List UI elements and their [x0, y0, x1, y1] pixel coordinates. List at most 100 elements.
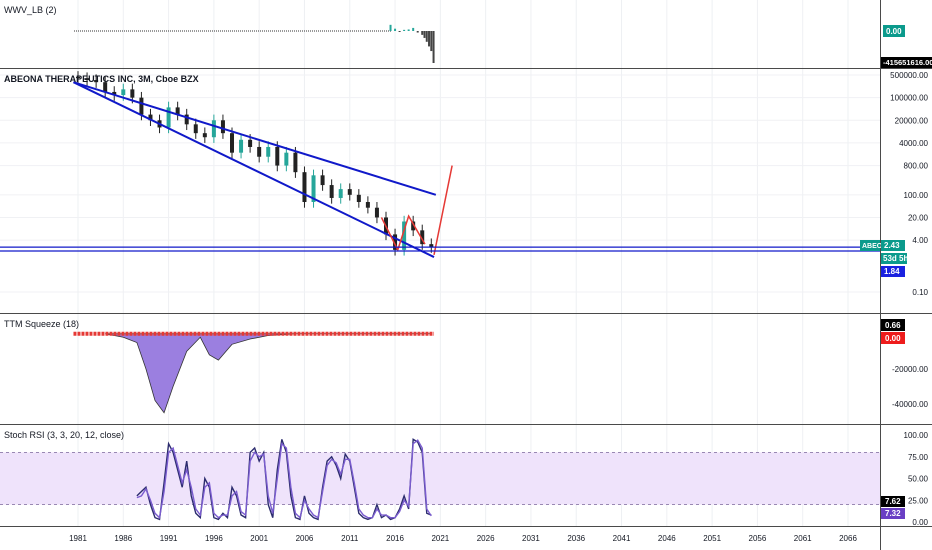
x-tick-label: 2066 — [839, 534, 857, 543]
main-y-tick: 4000.00 — [899, 139, 928, 148]
projection-up-line — [433, 165, 453, 256]
rsi-y-tick: 75.00 — [908, 453, 929, 462]
candle-body — [420, 230, 425, 245]
candle-body — [193, 124, 198, 134]
svg-text:0.66: 0.66 — [885, 321, 901, 330]
rsi-y-tick: 50.00 — [908, 475, 929, 484]
rsi-lines — [0, 438, 880, 521]
candle-body — [411, 221, 416, 231]
rsi-d-badge: 7.32 — [881, 508, 905, 519]
wwv-bar — [432, 31, 435, 63]
candle-body — [275, 146, 280, 166]
candle-body — [239, 139, 244, 153]
countdown-badge: 53d 5h — [881, 253, 908, 264]
x-tick-label: 2031 — [522, 534, 540, 543]
x-tick-label: 2011 — [341, 534, 359, 543]
candle-body — [148, 114, 153, 121]
candle-body — [257, 146, 262, 157]
candle-body — [76, 76, 80, 79]
candle-body — [302, 172, 307, 203]
main-y-tick: 20.00 — [908, 213, 929, 222]
x-tick-label: 2061 — [794, 534, 812, 543]
candle-body — [293, 152, 298, 173]
main-y-tick: 0.10 — [912, 288, 928, 297]
x-tick-label: 2026 — [477, 534, 495, 543]
x-tick-label: 2056 — [749, 534, 767, 543]
svg-text:ABEO: ABEO — [862, 243, 883, 250]
main-y-tick: 100.00 — [904, 191, 929, 200]
candle-body — [311, 175, 316, 203]
wwv-bar — [389, 24, 392, 31]
main-y-tick: 500000.00 — [890, 71, 928, 80]
squeeze-badge-b: 0.00 — [881, 332, 905, 344]
x-tick-label: 2001 — [250, 534, 268, 543]
candle-body — [166, 107, 171, 128]
candle-body — [130, 89, 135, 98]
candle-body — [356, 194, 361, 203]
candle-body — [393, 234, 398, 250]
main-y-tick: 4.00 — [912, 236, 928, 245]
candle-body — [103, 82, 108, 92]
candle-body — [429, 244, 434, 248]
candle-body — [175, 107, 180, 115]
svg-text:-415651616.00: -415651616.00 — [883, 58, 932, 67]
x-tick-label: 1996 — [205, 534, 223, 543]
rsi-k-badge: 7.62 — [881, 496, 905, 507]
candle-body — [211, 120, 216, 138]
squeeze-histogram — [105, 333, 432, 414]
rsi-series-line — [136, 439, 432, 520]
wwv-bar — [398, 31, 401, 32]
y-axis-ticks: 500000.00 100000.00 20000.00 4000.00 800.00 1… — [890, 71, 928, 527]
squeeze-y-tick: -40000.00 — [892, 400, 929, 409]
candle-body — [266, 146, 271, 157]
candle-body — [184, 114, 189, 125]
x-tick-label: 2016 — [386, 534, 404, 543]
candle-body — [94, 80, 99, 83]
wwv-bar — [423, 31, 426, 38]
wwv-bar — [403, 29, 406, 31]
trendline — [73, 81, 435, 258]
svg-text:1.84: 1.84 — [884, 267, 900, 276]
level-badge: 1.84 — [881, 266, 905, 277]
wwv-bars — [74, 24, 435, 63]
price-candles — [0, 71, 880, 258]
x-tick-label: 2021 — [431, 534, 449, 543]
candle-body — [284, 152, 289, 166]
wwv-bar — [407, 29, 410, 31]
rsi-overbought-oversold-band — [0, 452, 880, 505]
rsi-y-tick: 100.00 — [904, 431, 929, 440]
candle-body — [202, 133, 207, 138]
rsi-pane-title: Stoch RSI (3, 3, 20, 12, close) — [4, 430, 124, 440]
price-badge: 2.43 — [881, 240, 905, 251]
rsi-y-tick: 0.00 — [912, 518, 928, 527]
main-y-tick: 800.00 — [904, 162, 929, 171]
candle-body — [230, 133, 234, 153]
wwv-bar — [416, 31, 419, 33]
candle-body — [338, 189, 343, 198]
wwv-pane-title: WWV_LB (2) — [4, 5, 57, 15]
svg-text:0.00: 0.00 — [885, 334, 901, 343]
squeeze-y-tick: -20000.00 — [892, 365, 929, 374]
wwv-bar — [430, 31, 433, 52]
svg-text:7.62: 7.62 — [885, 497, 901, 506]
symbol-badge[interactable]: ABEO — [860, 240, 883, 251]
projection-path — [380, 214, 426, 252]
squeeze-pane-title: TTM Squeeze (18) — [4, 319, 79, 329]
x-tick-label: 2051 — [703, 534, 721, 543]
candle-body — [248, 139, 253, 147]
trendline — [73, 81, 437, 196]
svg-text:0.00: 0.00 — [886, 27, 902, 36]
svg-text:53d 5h: 53d 5h — [883, 254, 908, 263]
main-y-tick: 20000.00 — [895, 116, 929, 125]
candle-body — [365, 202, 370, 208]
grid-lines — [0, 0, 880, 526]
wwv-bar — [425, 31, 428, 42]
wwv-bar — [428, 31, 431, 47]
candle-body — [402, 221, 407, 250]
candle-body — [220, 120, 225, 134]
candle-body — [374, 207, 379, 218]
wwv-bar — [394, 28, 397, 31]
wwv-low-badge: -415651616.00 — [881, 57, 932, 68]
